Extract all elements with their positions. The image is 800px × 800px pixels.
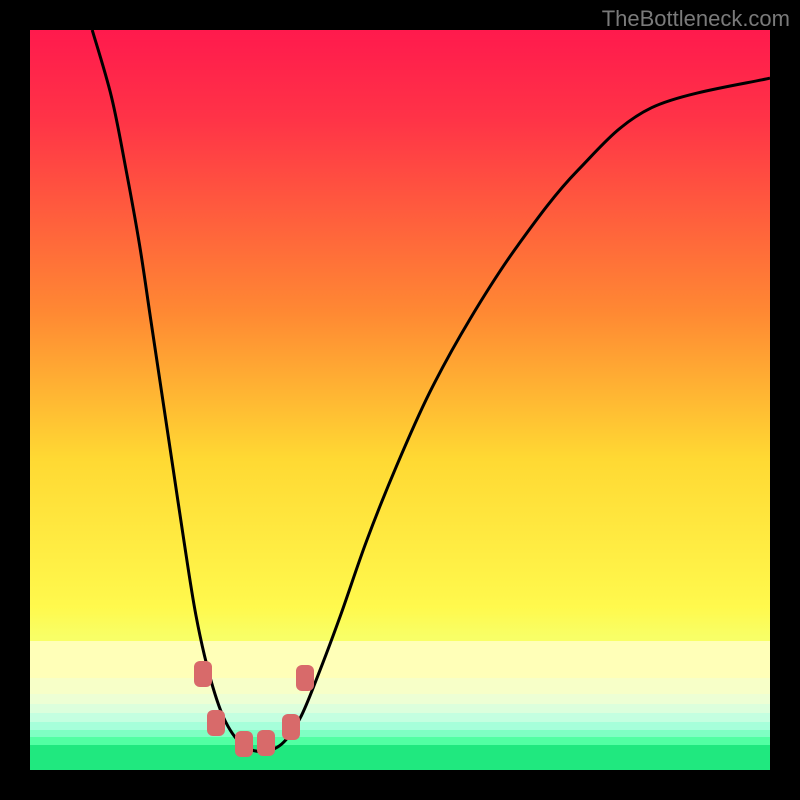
bottleneck-curve xyxy=(30,30,770,770)
data-marker xyxy=(235,731,253,757)
data-marker xyxy=(257,730,275,756)
data-marker xyxy=(207,710,225,736)
data-marker xyxy=(296,665,314,691)
watermark-text: TheBottleneck.com xyxy=(602,6,790,32)
data-marker xyxy=(282,714,300,740)
chart-area xyxy=(30,30,770,770)
curve-path xyxy=(92,30,770,752)
data-marker xyxy=(194,661,212,687)
